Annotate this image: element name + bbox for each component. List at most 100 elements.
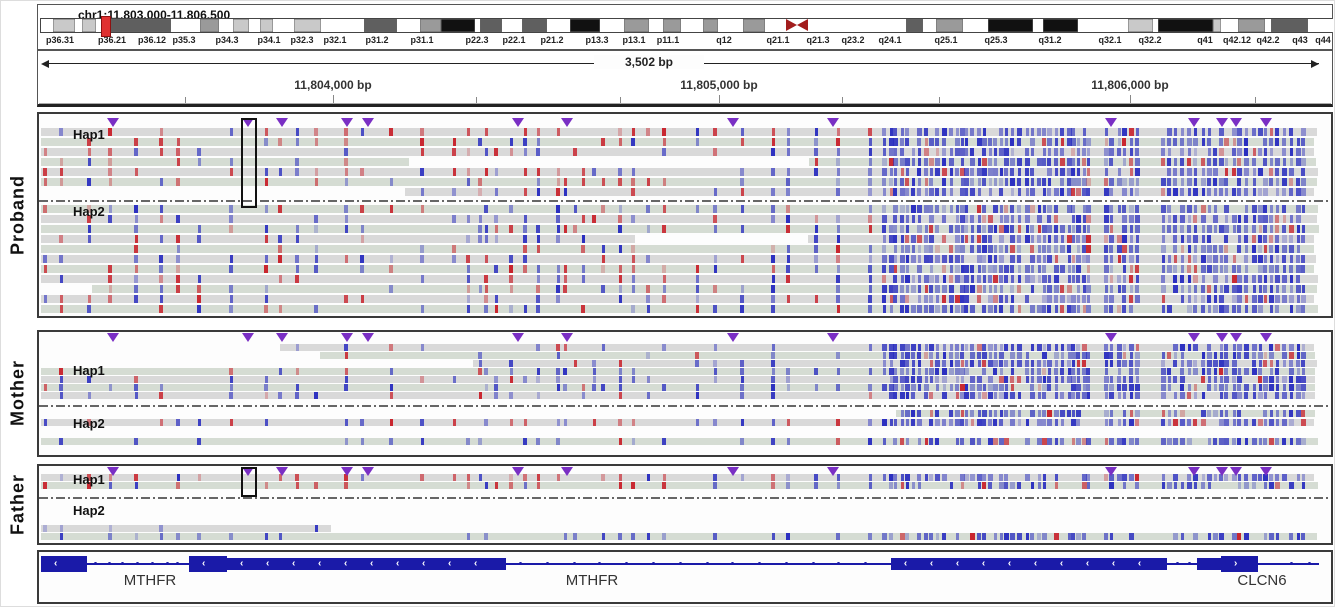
methylation-mark <box>419 419 424 426</box>
variant-marker-icon[interactable] <box>727 333 740 342</box>
methylation-mark <box>1194 265 1198 273</box>
variant-marker-icon[interactable] <box>561 333 574 342</box>
read-row[interactable] <box>41 235 636 243</box>
read-row[interactable] <box>41 138 1315 146</box>
variant-marker-icon[interactable] <box>1104 467 1117 476</box>
variant-marker-icon[interactable] <box>561 118 574 127</box>
read-row[interactable] <box>41 392 1315 399</box>
variant-marker-icon[interactable] <box>727 467 740 476</box>
read-row[interactable] <box>41 245 1314 253</box>
variant-marker-icon[interactable] <box>242 118 255 127</box>
variant-marker-icon[interactable] <box>1188 467 1200 476</box>
methylation-mark <box>1264 128 1268 136</box>
methylation-mark <box>785 265 790 273</box>
read-row[interactable] <box>41 128 1317 136</box>
methylation-mark <box>893 384 899 391</box>
read-row[interactable] <box>41 255 1317 263</box>
variant-marker-icon[interactable] <box>362 467 375 476</box>
methylation-mark <box>593 376 597 383</box>
read-row[interactable] <box>41 376 1316 383</box>
variant-marker-icon[interactable] <box>1104 118 1117 127</box>
variant-marker-icon[interactable] <box>362 118 375 127</box>
variant-marker-icon[interactable] <box>106 467 119 476</box>
variant-marker-icon[interactable] <box>561 467 574 476</box>
read-row[interactable] <box>41 205 1319 213</box>
methylation-mark <box>869 138 873 146</box>
read-row[interactable] <box>41 533 1317 540</box>
read-row[interactable] <box>41 482 1319 489</box>
variant-marker-icon[interactable] <box>340 118 353 127</box>
variant-marker-icon[interactable] <box>1215 333 1228 342</box>
variant-marker-icon[interactable] <box>340 467 353 476</box>
read-row[interactable] <box>41 158 410 166</box>
read-row[interactable] <box>41 474 1315 481</box>
read-row[interactable] <box>92 285 1318 293</box>
gene-exon[interactable]: ‹ <box>41 556 87 572</box>
read-row[interactable] <box>41 525 332 532</box>
variant-marker-icon[interactable] <box>242 467 255 476</box>
read-row[interactable] <box>41 295 1315 303</box>
variant-marker-icon[interactable] <box>826 467 839 476</box>
read-row[interactable] <box>41 419 1314 426</box>
variant-marker-icon[interactable] <box>106 118 119 127</box>
variant-marker-icon[interactable] <box>1215 467 1228 476</box>
read-row[interactable] <box>319 352 1316 359</box>
read-row[interactable] <box>405 188 1314 196</box>
variant-marker-icon[interactable] <box>242 333 255 342</box>
read-row[interactable] <box>472 360 1318 367</box>
methylation-mark <box>981 205 986 213</box>
methylation-mark <box>1232 410 1236 417</box>
methylation-mark <box>899 438 904 445</box>
variant-marker-icon[interactable] <box>1188 118 1200 127</box>
variant-marker-icon[interactable] <box>1230 467 1243 476</box>
variant-marker-icon[interactable] <box>826 118 839 127</box>
read-row[interactable] <box>41 168 1318 176</box>
gene-exon[interactable]: ‹ <box>188 556 227 572</box>
variant-marker-icon[interactable] <box>511 118 524 127</box>
read-row[interactable] <box>41 178 1318 186</box>
variant-marker-icon[interactable] <box>1259 467 1272 476</box>
methylation-mark <box>1295 255 1300 263</box>
read-row[interactable] <box>895 410 1315 417</box>
read-row[interactable] <box>807 235 1315 243</box>
chromosome-ideogram[interactable]: chr1:11,803,000-11,806,500 p36.31 p36.21 p… <box>37 4 1333 50</box>
read-row[interactable] <box>279 344 1315 351</box>
cytoband-label: q32.2 <box>1138 35 1162 45</box>
gene-exon[interactable]: ‹ ‹ ‹ ‹ ‹ ‹ ‹ ‹ ‹ ‹ <box>226 558 506 570</box>
read-row[interactable] <box>41 275 1318 283</box>
gene-exon[interactable] <box>1197 558 1221 570</box>
read-row[interactable] <box>41 225 1319 233</box>
gene-exon[interactable]: › <box>1220 556 1259 572</box>
methylation-mark <box>593 419 597 426</box>
gene-exon[interactable]: ‹ ‹ ‹ ‹ ‹ ‹ ‹ ‹ ‹ ‹ <box>890 558 1167 570</box>
view-region-marker[interactable] <box>101 16 111 37</box>
variant-marker-icon[interactable] <box>511 333 524 342</box>
variant-marker-icon[interactable] <box>362 333 375 342</box>
methylation-mark <box>836 225 840 233</box>
variant-marker-icon[interactable] <box>276 333 289 342</box>
read-row[interactable] <box>41 438 1319 445</box>
variant-marker-icon[interactable] <box>511 467 524 476</box>
variant-marker-icon[interactable] <box>1230 118 1243 127</box>
methylation-mark <box>911 275 915 283</box>
variant-marker-icon[interactable] <box>727 118 740 127</box>
read-row[interactable] <box>41 148 1314 156</box>
methylation-mark <box>632 368 636 375</box>
methylation-mark <box>176 245 180 253</box>
read-row[interactable] <box>41 265 1314 273</box>
variant-marker-icon[interactable] <box>1215 118 1228 127</box>
read-row[interactable] <box>41 384 1316 391</box>
variant-marker-icon[interactable] <box>106 333 119 342</box>
read-row[interactable] <box>41 368 1316 375</box>
variant-marker-icon[interactable] <box>826 333 839 342</box>
variant-marker-icon[interactable] <box>276 118 289 127</box>
variant-marker-icon[interactable] <box>1259 118 1272 127</box>
variant-marker-icon[interactable] <box>1259 333 1272 342</box>
variant-marker-icon[interactable] <box>340 333 353 342</box>
variant-marker-icon[interactable] <box>276 467 289 476</box>
read-row[interactable] <box>41 215 1317 223</box>
read-row[interactable] <box>41 305 1318 313</box>
variant-marker-icon[interactable] <box>1188 333 1200 342</box>
variant-marker-icon[interactable] <box>1104 333 1117 342</box>
variant-marker-icon[interactable] <box>1230 333 1243 342</box>
